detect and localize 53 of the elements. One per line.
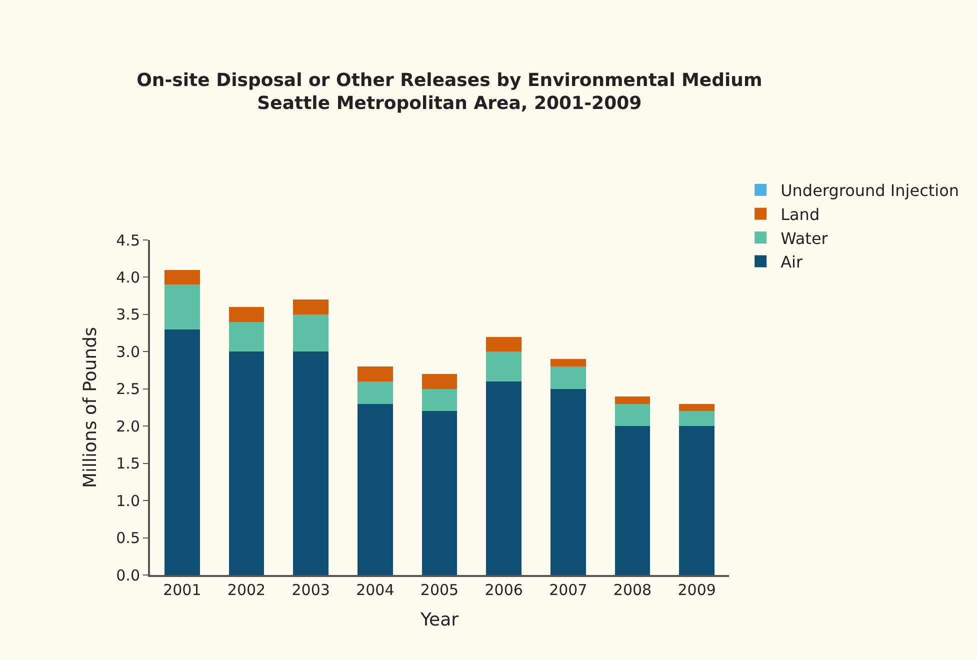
bar [679, 426, 715, 575]
legend-label: Land [780, 204, 820, 224]
y-tick-label: 4.0 [116, 268, 140, 286]
x-tick-label: 2001 [163, 581, 202, 599]
bar [550, 366, 586, 389]
bar [293, 300, 329, 314]
y-tick-label: 2.0 [116, 417, 140, 436]
legend-label: Water [780, 228, 828, 248]
bar [486, 352, 522, 382]
y-tick-label: 3.5 [116, 306, 140, 324]
bar [293, 352, 329, 575]
bar [357, 404, 393, 575]
bar [614, 426, 650, 575]
x-tick-label: 2007 [549, 581, 588, 599]
bar [164, 284, 200, 330]
y-tick-label: 1.5 [116, 454, 140, 473]
chart-title: On-site Disposal or Other Releases by Environmental Medium Seattle Metropolitan Area, 2001-2009 [136, 70, 762, 114]
bar [293, 314, 329, 352]
x-tick-label: 2008 [613, 581, 652, 599]
y-tick-label: 4.5 [116, 231, 140, 250]
bar [550, 359, 586, 367]
x-tick-label: 2005 [420, 581, 459, 599]
y-axis-title: Millions of Pounds [80, 327, 101, 488]
bar [486, 381, 522, 575]
x-tick-label: 2009 [678, 581, 716, 599]
bar [164, 329, 200, 575]
bar [614, 404, 650, 426]
bar [422, 374, 458, 389]
x-tick-label: 2003 [292, 581, 330, 599]
legend-label: Underground Injection [780, 181, 960, 200]
y-tick-label: 0.5 [116, 529, 140, 548]
bar [228, 307, 264, 322]
x-tick-label: 2004 [356, 581, 394, 599]
bar [679, 411, 715, 426]
bar [422, 411, 458, 575]
y-tick-label: 2.5 [116, 380, 140, 398]
bar [357, 381, 393, 404]
x-tick-label: 2002 [227, 581, 266, 599]
bar [422, 388, 458, 412]
x-tick-label: 2006 [484, 581, 523, 599]
y-tick-label: 1.0 [116, 492, 140, 510]
y-tick-label: 0.0 [116, 566, 140, 584]
bar [486, 336, 522, 352]
y-tick-label: 3.0 [116, 342, 140, 361]
bar [164, 270, 200, 285]
bar [357, 366, 393, 382]
x-axis-title: Year [419, 610, 460, 631]
legend-label: Air [780, 252, 803, 272]
bar [228, 322, 264, 352]
bar [228, 352, 264, 575]
bar [679, 404, 715, 412]
bar [614, 396, 650, 404]
bar [550, 388, 586, 575]
